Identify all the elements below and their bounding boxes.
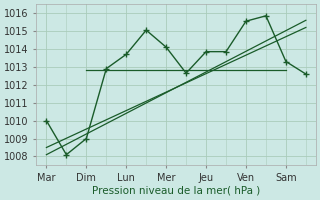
- X-axis label: Pression niveau de la mer( hPa ): Pression niveau de la mer( hPa ): [92, 186, 260, 196]
